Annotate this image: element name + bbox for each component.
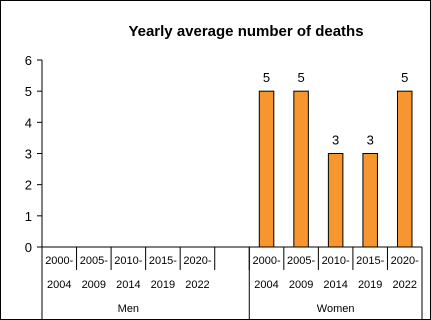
x-tick-label: 2014 [323,279,347,291]
data-label: 5 [297,70,304,85]
x-tick-label: 2004 [254,279,278,291]
chart-title: Yearly average number of deaths [128,23,363,40]
x-tick-label: 2005- [287,255,315,267]
x-tick-label: 2014 [116,279,140,291]
plot-area: 0 1 2 3 4 5 6 2000- 2004 2005- 2009 2010- 2014 2015- 2… [25,53,423,319]
y-tick-label: 4 [25,115,32,130]
x-tick-label: 2005- [80,255,108,267]
data-label: 5 [263,70,270,85]
x-tick-label: 2004 [47,279,71,291]
y-tick-label: 5 [25,84,32,99]
data-label: 3 [332,133,339,148]
y-tick-label: 2 [25,178,32,193]
x-group-label: Men [118,303,139,315]
x-tick-label: 2019 [151,279,175,291]
x-tick-label: 2022 [392,279,416,291]
y-tick-label: 3 [25,147,32,162]
x-group-label: Women [317,303,355,315]
x-tick-label: 2022 [185,279,209,291]
x-tick-label: 2020- [391,255,419,267]
x-tick-label: 2015- [149,255,177,267]
x-tick-label: 2009 [289,279,313,291]
bar [362,153,378,248]
x-tick-label: 2019 [358,279,382,291]
x-tick-label: 2000- [252,255,280,267]
bar [258,90,275,248]
y-tick-label: 6 [25,53,32,68]
bar [327,153,344,248]
y-tick-label: 0 [25,240,32,255]
x-tick-label: 2000- [45,255,73,267]
bar [396,90,413,248]
x-tick-label: 2010- [322,255,350,267]
bar [293,90,309,248]
data-label: 3 [367,133,374,148]
data-label: 5 [401,70,408,85]
x-tick-label: 2020- [183,255,211,267]
x-tick-label: 2009 [82,279,106,291]
x-tick-label: 2015- [356,255,384,267]
x-tick-label: 2010- [114,255,142,267]
y-tick-label: 1 [25,209,32,224]
